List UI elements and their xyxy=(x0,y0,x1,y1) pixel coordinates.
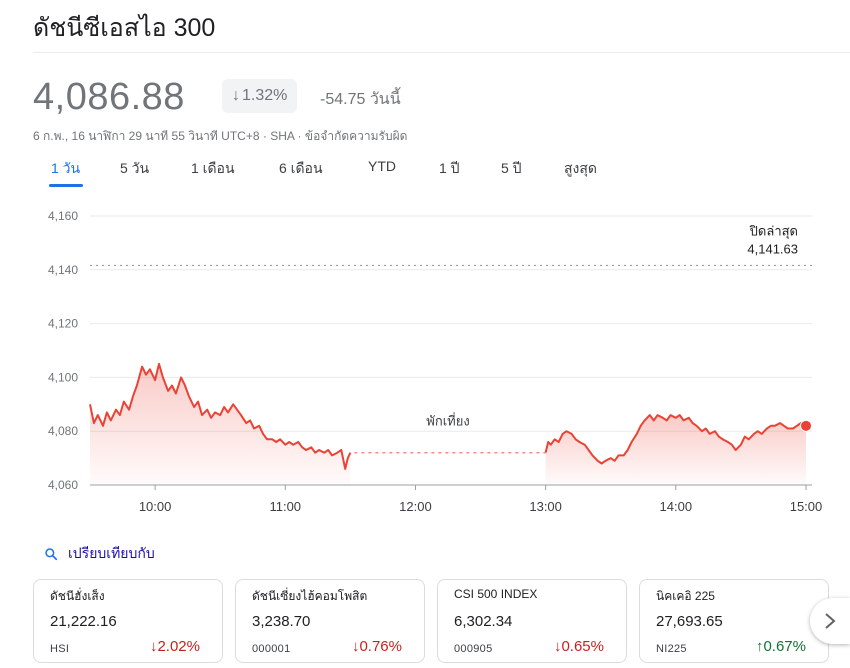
page-title: ดัชนีซีเอสไอ 300 xyxy=(33,14,216,42)
exchange-name: SHA xyxy=(270,129,295,143)
percent-change-badge: ↓ 1.32% xyxy=(222,79,298,113)
x-tick-label: 14:00 xyxy=(660,499,693,514)
tab-1-year[interactable]: 1 ปี xyxy=(439,160,460,176)
active-tab-indicator xyxy=(49,184,83,187)
morning-series-area xyxy=(90,363,351,485)
x-tick-label: 13:00 xyxy=(529,499,562,514)
arrow-up-icon: ↑ xyxy=(755,638,764,655)
tab-1-day[interactable]: 1 วัน xyxy=(51,160,81,176)
percent-change-value: 1.32% xyxy=(242,87,288,104)
card-name: CSI 500 INDEX xyxy=(454,587,538,601)
search-icon xyxy=(45,548,58,561)
lunch-break-label: พักเที่ยง xyxy=(426,413,469,429)
card-value: 6,302.34 xyxy=(454,613,513,630)
separator: · xyxy=(297,129,305,143)
absolute-change: -54.75 วันนี้ xyxy=(320,91,401,108)
arrow-down-icon: ↓ xyxy=(232,87,240,104)
tab-6-months[interactable]: 6 เดือน xyxy=(279,160,323,176)
arrow-down-icon: ↓ xyxy=(553,638,562,655)
x-tick-label: 11:00 xyxy=(269,499,301,514)
card-symbol: HSI xyxy=(50,643,70,655)
compare-card-hsi[interactable]: ดัชนีฮั่งเส็ง 21,222.16 HSI ↓2.02% xyxy=(33,579,223,663)
separator: · xyxy=(262,129,271,143)
compare-link[interactable]: เปรียบเทียบกับ xyxy=(44,543,155,565)
compare-card-000905[interactable]: CSI 500 INDEX 6,302.34 000905 ↓0.65% xyxy=(437,579,627,663)
card-change-value: 0.65% xyxy=(561,638,604,655)
y-tick-label: 4,060 xyxy=(48,478,78,492)
compare-card-000001[interactable]: ดัชนีเซี่ยงไฮ้คอมโพสิต 3,238.70 000001 ↓… xyxy=(235,579,425,663)
chevron-right-icon xyxy=(825,613,836,629)
tab-ytd[interactable]: YTD xyxy=(368,158,396,174)
card-change: ↓0.65% xyxy=(554,638,604,655)
previous-close-value: 4,141.63 xyxy=(747,241,798,256)
card-change: ↓0.76% xyxy=(352,638,402,655)
next-cards-button[interactable] xyxy=(810,598,850,644)
tab-5-years[interactable]: 5 ปี xyxy=(501,160,522,176)
card-value: 21,222.16 xyxy=(50,613,117,630)
timestamp: 6 ก.พ., 16 นาฬิกา 29 นาที 55 วินาที UTC+… xyxy=(33,129,260,143)
card-name: นิคเคอิ 225 xyxy=(656,589,715,603)
arrow-down-icon: ↓ xyxy=(351,638,360,655)
card-symbol: 000905 xyxy=(454,643,493,655)
card-change: ↓2.02% xyxy=(150,638,200,655)
card-change-value: 0.76% xyxy=(359,638,402,655)
x-tick-label: 12:00 xyxy=(399,499,432,514)
quote-meta: 6 ก.พ., 16 นาฬิกา 29 นาที 55 วินาที UTC+… xyxy=(33,127,407,146)
disclaimer-link[interactable]: ข้อจำกัดความรับผิด xyxy=(304,129,408,143)
x-tick-label: 10:00 xyxy=(139,499,172,514)
card-change-value: 2.02% xyxy=(157,638,200,655)
x-tick-label: 15:00 xyxy=(790,499,823,514)
card-value: 27,693.65 xyxy=(656,613,723,630)
previous-close-label: ปิดล่าสุด xyxy=(749,223,798,239)
compare-label: เปรียบเทียบกับ xyxy=(68,545,155,561)
card-name: ดัชนีเซี่ยงไฮ้คอมโพสิต xyxy=(252,589,368,603)
arrow-down-icon: ↓ xyxy=(149,638,158,655)
y-tick-label: 4,160 xyxy=(48,209,78,223)
compare-card-ni225[interactable]: นิคเคอิ 225 27,693.65 NI225 ↑0.67% xyxy=(639,579,829,663)
morning-series-line xyxy=(89,362,352,470)
afternoon-series-line xyxy=(544,414,806,465)
card-value: 3,238.70 xyxy=(252,613,311,630)
tab-1-month[interactable]: 1 เดือน xyxy=(191,160,235,176)
current-price: 4,086.88 xyxy=(33,76,185,118)
card-symbol: NI225 xyxy=(656,643,687,655)
tab-5-days[interactable]: 5 วัน xyxy=(120,160,150,176)
y-tick-label: 4,140 xyxy=(48,263,78,277)
y-tick-label: 4,080 xyxy=(48,424,78,438)
card-name: ดัชนีฮั่งเส็ง xyxy=(50,589,105,603)
tab-max[interactable]: สูงสุด xyxy=(564,160,598,176)
card-symbol: 000001 xyxy=(252,643,291,655)
y-tick-label: 4,120 xyxy=(48,317,78,331)
last-point-marker xyxy=(800,419,812,432)
price-chart[interactable]: 4,160 4,140 4,120 4,100 4,080 4,060 10:00 11:00… xyxy=(0,200,850,530)
card-change-value: 0.67% xyxy=(763,638,806,655)
card-change: ↑0.67% xyxy=(756,638,806,655)
y-tick-label: 4,100 xyxy=(48,370,78,384)
afternoon-series-area xyxy=(545,415,806,485)
divider xyxy=(33,52,850,53)
